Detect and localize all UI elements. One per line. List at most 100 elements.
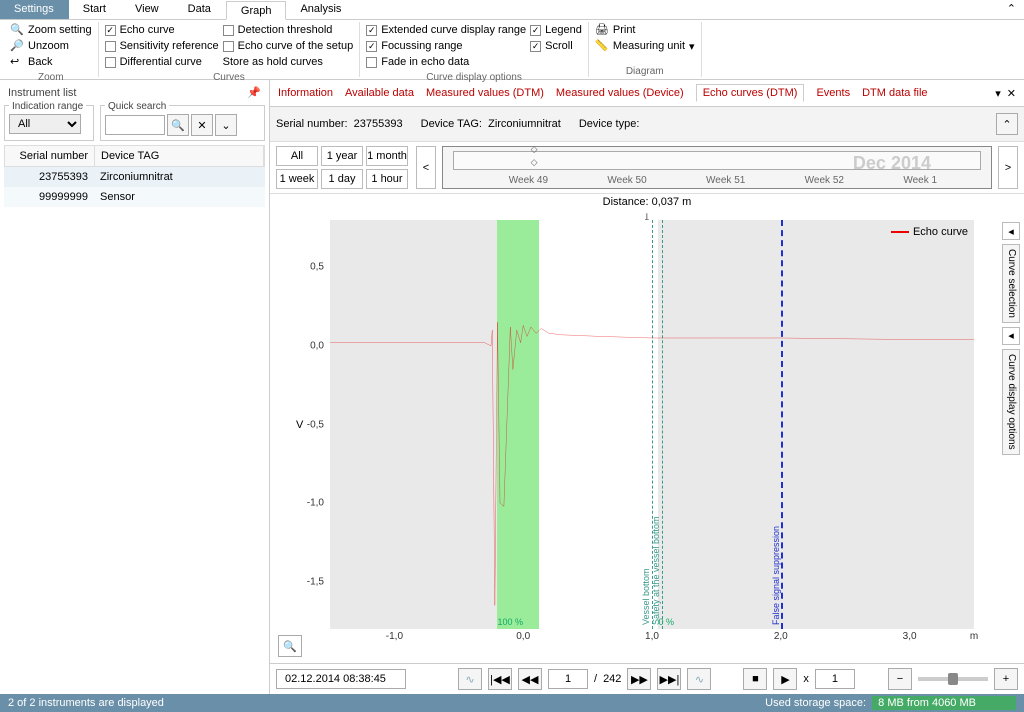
time-week-button[interactable]: 1 week bbox=[276, 169, 318, 189]
sensitivity-ref-checkbox[interactable] bbox=[105, 41, 116, 52]
time-year-button[interactable]: 1 year bbox=[321, 146, 363, 166]
quick-search-label: Quick search bbox=[105, 101, 169, 112]
status-bar: 2 of 2 instruments are displayed Used st… bbox=[0, 694, 1024, 712]
playback-last-button[interactable]: ▶▶| bbox=[657, 668, 681, 690]
table-row[interactable]: 99999999 Sensor bbox=[4, 187, 265, 207]
tab-view[interactable]: View bbox=[121, 0, 174, 19]
time-hour-button[interactable]: 1 hour bbox=[366, 169, 408, 189]
plot-area[interactable]: Vessel bottom Safety at the vessel botto… bbox=[330, 220, 974, 629]
instrument-list-title: Instrument list bbox=[8, 87, 76, 99]
echo-chart: Distance: 0,037 m↓ V 0,5 0,0 -0,5 -1,0 -… bbox=[270, 194, 1024, 663]
playback-timestamp: 02.12.2014 08:38:45 bbox=[276, 669, 406, 689]
tab-data[interactable]: Data bbox=[174, 0, 226, 19]
playback-wave-next-icon[interactable]: ∿ bbox=[687, 668, 711, 690]
scroll-checkbox[interactable] bbox=[530, 41, 541, 52]
content-panel: Information Available data Measured valu… bbox=[270, 80, 1024, 694]
echo-curve-line bbox=[330, 220, 974, 629]
back-button[interactable]: ↩Back bbox=[10, 54, 92, 70]
playback-total: 242 bbox=[603, 673, 621, 685]
subtab-information[interactable]: Information bbox=[278, 87, 333, 99]
back-icon: ↩ bbox=[10, 55, 24, 69]
diagram-group-label: Diagram bbox=[595, 64, 695, 77]
timeline-prev-button[interactable]: < bbox=[416, 146, 436, 189]
indication-range-label: Indication range bbox=[9, 101, 86, 112]
device-info-bar: Serial number: 23755393 Device TAG: Zirc… bbox=[270, 107, 1024, 142]
tab-start[interactable]: Start bbox=[69, 0, 121, 19]
side-tab-display-options[interactable]: Curve display options bbox=[1002, 349, 1020, 455]
clear-search-button[interactable]: ✕ bbox=[191, 114, 213, 136]
playback-stop-button[interactable]: ■ bbox=[743, 668, 767, 690]
subtab-events[interactable]: Events bbox=[816, 87, 850, 99]
collapse-info-button[interactable]: ⌃ bbox=[996, 113, 1018, 135]
quick-search-input[interactable] bbox=[105, 115, 165, 135]
unzoom-icon: 🔎 bbox=[10, 39, 24, 53]
expand-search-button[interactable]: ⌄ bbox=[215, 114, 237, 136]
ruler-icon: 📏 bbox=[595, 39, 609, 53]
side-tab-toggle-1[interactable]: ◂ bbox=[1002, 222, 1020, 240]
chart-legend: Echo curve bbox=[891, 226, 968, 238]
time-all-button[interactable]: All bbox=[276, 146, 318, 166]
echo-curve-checkbox[interactable] bbox=[105, 25, 116, 36]
measuring-unit-dropdown[interactable]: 📏Measuring unit ▾ bbox=[595, 38, 695, 54]
time-month-button[interactable]: 1 month bbox=[366, 146, 408, 166]
pin-icon[interactable]: 📌 bbox=[247, 86, 261, 99]
print-button[interactable]: 🖨Print bbox=[595, 22, 695, 38]
timeline-next-button[interactable]: > bbox=[998, 146, 1018, 189]
echo-setup-checkbox[interactable] bbox=[223, 41, 234, 52]
ribbon: 🔍Zoom setting 🔎Unzoom ↩Back Zoom Echo cu… bbox=[0, 20, 1024, 80]
store-hold-button[interactable]: Store as hold curves bbox=[223, 54, 354, 70]
chart-zoom-button[interactable]: 🔍 bbox=[278, 635, 302, 657]
timeline[interactable]: Dec 2014 ◇ ◇ Week 49 Week 50 Week 51 Wee… bbox=[442, 146, 992, 189]
main-tabs: Settings Start View Data Graph Analysis … bbox=[0, 0, 1024, 20]
zoom-icon: 🔍 bbox=[10, 23, 24, 37]
close-panel-icon[interactable]: ✕ bbox=[1007, 87, 1016, 100]
playback-current-input[interactable] bbox=[548, 669, 588, 689]
time-day-button[interactable]: 1 day bbox=[321, 169, 363, 189]
playback-next-button[interactable]: ▶▶ bbox=[627, 668, 651, 690]
playback-wave-prev-icon[interactable]: ∿ bbox=[458, 668, 482, 690]
fade-echo-checkbox[interactable] bbox=[366, 57, 377, 68]
search-button[interactable]: 🔍 bbox=[167, 114, 189, 136]
focussing-range-checkbox[interactable] bbox=[366, 41, 377, 52]
col-serial-number[interactable]: Serial number bbox=[5, 146, 95, 166]
col-device-tag[interactable]: Device TAG bbox=[95, 146, 264, 166]
side-tab-toggle-2[interactable]: ◂ bbox=[1002, 327, 1020, 345]
subtab-measured-device[interactable]: Measured values (Device) bbox=[556, 87, 684, 99]
playback-first-button[interactable]: |◀◀ bbox=[488, 668, 512, 690]
x-axis: -1,0 0,0 1,0 2,0 3,0 m bbox=[330, 631, 974, 649]
search-icon: 🔍 bbox=[171, 119, 185, 132]
indication-range-select[interactable]: All bbox=[9, 114, 81, 134]
status-instrument-count: 2 of 2 instruments are displayed bbox=[8, 697, 164, 709]
chevron-up-icon: ⌃ bbox=[1002, 118, 1011, 131]
print-icon: 🖨 bbox=[595, 23, 609, 37]
tab-settings[interactable]: Settings bbox=[0, 0, 69, 19]
playback-play-button[interactable]: ▶ bbox=[773, 668, 797, 690]
zoom-setting-button[interactable]: 🔍Zoom setting bbox=[10, 22, 92, 38]
zoom-in-button[interactable]: + bbox=[994, 668, 1018, 690]
storage-usage: 8 MB from 4060 MB bbox=[872, 696, 1016, 710]
subtab-measured-dtm[interactable]: Measured values (DTM) bbox=[426, 87, 544, 99]
detection-threshold-checkbox[interactable] bbox=[223, 25, 234, 36]
tab-analysis[interactable]: Analysis bbox=[286, 0, 356, 19]
table-row[interactable]: 23755393 Zirconiumnitrat bbox=[4, 167, 265, 187]
playback-bar: 02.12.2014 08:38:45 ∿ |◀◀ ◀◀ / 242 ▶▶ ▶▶… bbox=[270, 663, 1024, 694]
extended-range-checkbox[interactable] bbox=[366, 25, 377, 36]
subtab-dtm-file[interactable]: DTM data file bbox=[862, 87, 927, 99]
subtab-echo[interactable]: Echo curves (DTM) bbox=[696, 84, 805, 102]
y-axis: V 0,5 0,0 -0,5 -1,0 -1,5 bbox=[290, 220, 328, 629]
differential-curve-checkbox[interactable] bbox=[105, 57, 116, 68]
sub-tabs: Information Available data Measured valu… bbox=[270, 80, 1024, 107]
zoom-slider[interactable] bbox=[918, 677, 988, 681]
close-icon: ✕ bbox=[197, 119, 206, 132]
dropdown-icon[interactable]: ▾ bbox=[995, 87, 1001, 100]
instrument-table: Serial number Device TAG 23755393 Zircon… bbox=[4, 145, 265, 207]
legend-checkbox[interactable] bbox=[530, 25, 541, 36]
minimize-ribbon-icon[interactable]: ⌃ bbox=[999, 0, 1024, 19]
subtab-available[interactable]: Available data bbox=[345, 87, 414, 99]
tab-graph[interactable]: Graph bbox=[226, 1, 287, 20]
unzoom-button[interactable]: 🔎Unzoom bbox=[10, 38, 92, 54]
playback-speed-input[interactable] bbox=[815, 669, 855, 689]
zoom-out-button[interactable]: − bbox=[888, 668, 912, 690]
side-tab-curve-selection[interactable]: Curve selection bbox=[1002, 244, 1020, 323]
playback-prev-button[interactable]: ◀◀ bbox=[518, 668, 542, 690]
